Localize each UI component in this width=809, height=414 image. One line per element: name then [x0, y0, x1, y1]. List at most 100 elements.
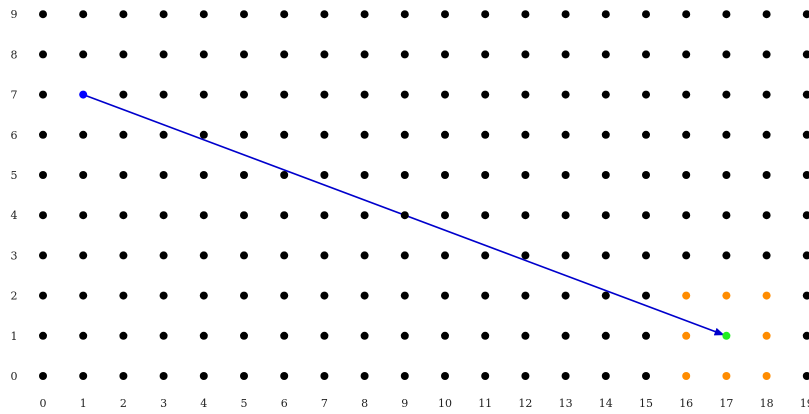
grid-point: [441, 90, 449, 99]
grid-point: [39, 171, 47, 179]
grid-point: [561, 130, 570, 139]
x-tick-label: 8: [361, 397, 368, 410]
grid-point: [400, 211, 409, 220]
grid-point: [481, 211, 490, 220]
grid-point: [159, 251, 168, 260]
grid-point: [199, 130, 208, 139]
grid-point: [199, 331, 208, 340]
grid-point: [762, 211, 771, 220]
grid-point: [280, 291, 289, 300]
grid-point: [400, 331, 409, 340]
grid-point: [481, 291, 490, 300]
grid-point: [561, 251, 570, 260]
grid-point: [39, 372, 47, 380]
grid-point: [240, 50, 248, 59]
grid-point: [642, 211, 650, 220]
grid-point: [79, 10, 88, 19]
grid-point: [601, 291, 610, 300]
grid-point: [240, 90, 248, 99]
grid-point: [642, 50, 650, 59]
x-tick-label: 1: [80, 397, 87, 410]
grid-point: [802, 171, 809, 179]
grid-point: [481, 50, 490, 59]
grid-point: [280, 130, 289, 139]
grid-point: [762, 10, 771, 19]
grid-point: [360, 372, 369, 380]
y-tick-label: 2: [11, 290, 18, 303]
end-point: [722, 331, 731, 340]
grid-point: [601, 50, 610, 59]
grid-point: [119, 171, 128, 179]
grid-point: [722, 171, 731, 179]
grid-point: [39, 331, 47, 340]
grid-point: [240, 251, 248, 260]
grid-point: [601, 251, 610, 260]
grid-point: [199, 171, 208, 179]
y-tick-label: 9: [11, 8, 18, 21]
grid-point: [360, 291, 369, 300]
grid-point: [240, 211, 248, 220]
grid-point: [320, 50, 329, 59]
x-tick-label: 9: [401, 397, 408, 410]
grid-point: [159, 90, 168, 99]
grid-point: [561, 331, 570, 340]
highlighted-point: [682, 372, 691, 380]
grid-point: [722, 50, 731, 59]
grid-point: [280, 331, 289, 340]
grid-point: [441, 372, 449, 380]
x-tick-label: 14: [599, 397, 613, 410]
x-tick-label: 13: [559, 397, 573, 410]
grid-point: [682, 90, 691, 99]
grid-point: [240, 291, 248, 300]
grid-point: [199, 291, 208, 300]
grid-point: [360, 211, 369, 220]
grid-point: [320, 331, 329, 340]
grid-point: [159, 211, 168, 220]
grid-point: [79, 251, 88, 260]
grid-point: [642, 291, 650, 300]
grid-point: [360, 331, 369, 340]
grid-point: [642, 372, 650, 380]
grid-point: [360, 10, 369, 19]
grid-point: [39, 251, 47, 260]
grid-point: [642, 130, 650, 139]
y-tick-label: 3: [11, 249, 18, 262]
grid-point: [199, 90, 208, 99]
grid-point: [682, 10, 691, 19]
start-point: [79, 90, 88, 99]
grid-point: [320, 251, 329, 260]
grid-point: [601, 10, 610, 19]
grid-point: [400, 291, 409, 300]
grid-point: [601, 90, 610, 99]
grid-point: [441, 291, 449, 300]
grid-point: [802, 291, 809, 300]
grid-point: [119, 372, 128, 380]
grid-point: [400, 171, 409, 179]
grid-point: [521, 90, 530, 99]
grid-point: [199, 211, 208, 220]
grid-point: [561, 10, 570, 19]
grid-point: [119, 50, 128, 59]
grid-point: [119, 251, 128, 260]
grid-point: [481, 331, 490, 340]
y-axis-labels: 0 1 2 3 4 5 6 7 8 9: [11, 8, 18, 383]
x-tick-label: 3: [160, 397, 167, 410]
grid-point: [802, 10, 809, 19]
x-tick-label: 18: [760, 397, 774, 410]
grid-point: [441, 50, 449, 59]
x-tick-label: 19: [800, 397, 809, 410]
grid-point: [441, 130, 449, 139]
x-tick-label: 0: [40, 397, 47, 410]
grid-point: [240, 10, 248, 19]
grid-point: [682, 130, 691, 139]
grid-point: [159, 10, 168, 19]
grid-point: [521, 50, 530, 59]
grid-point: [521, 331, 530, 340]
grid-point: [481, 10, 490, 19]
grid-point: [199, 251, 208, 260]
y-tick-label: 4: [11, 209, 18, 222]
grid-point: [441, 251, 449, 260]
y-tick-label: 6: [11, 129, 18, 142]
grid-point: [521, 10, 530, 19]
grid-point: [280, 251, 289, 260]
